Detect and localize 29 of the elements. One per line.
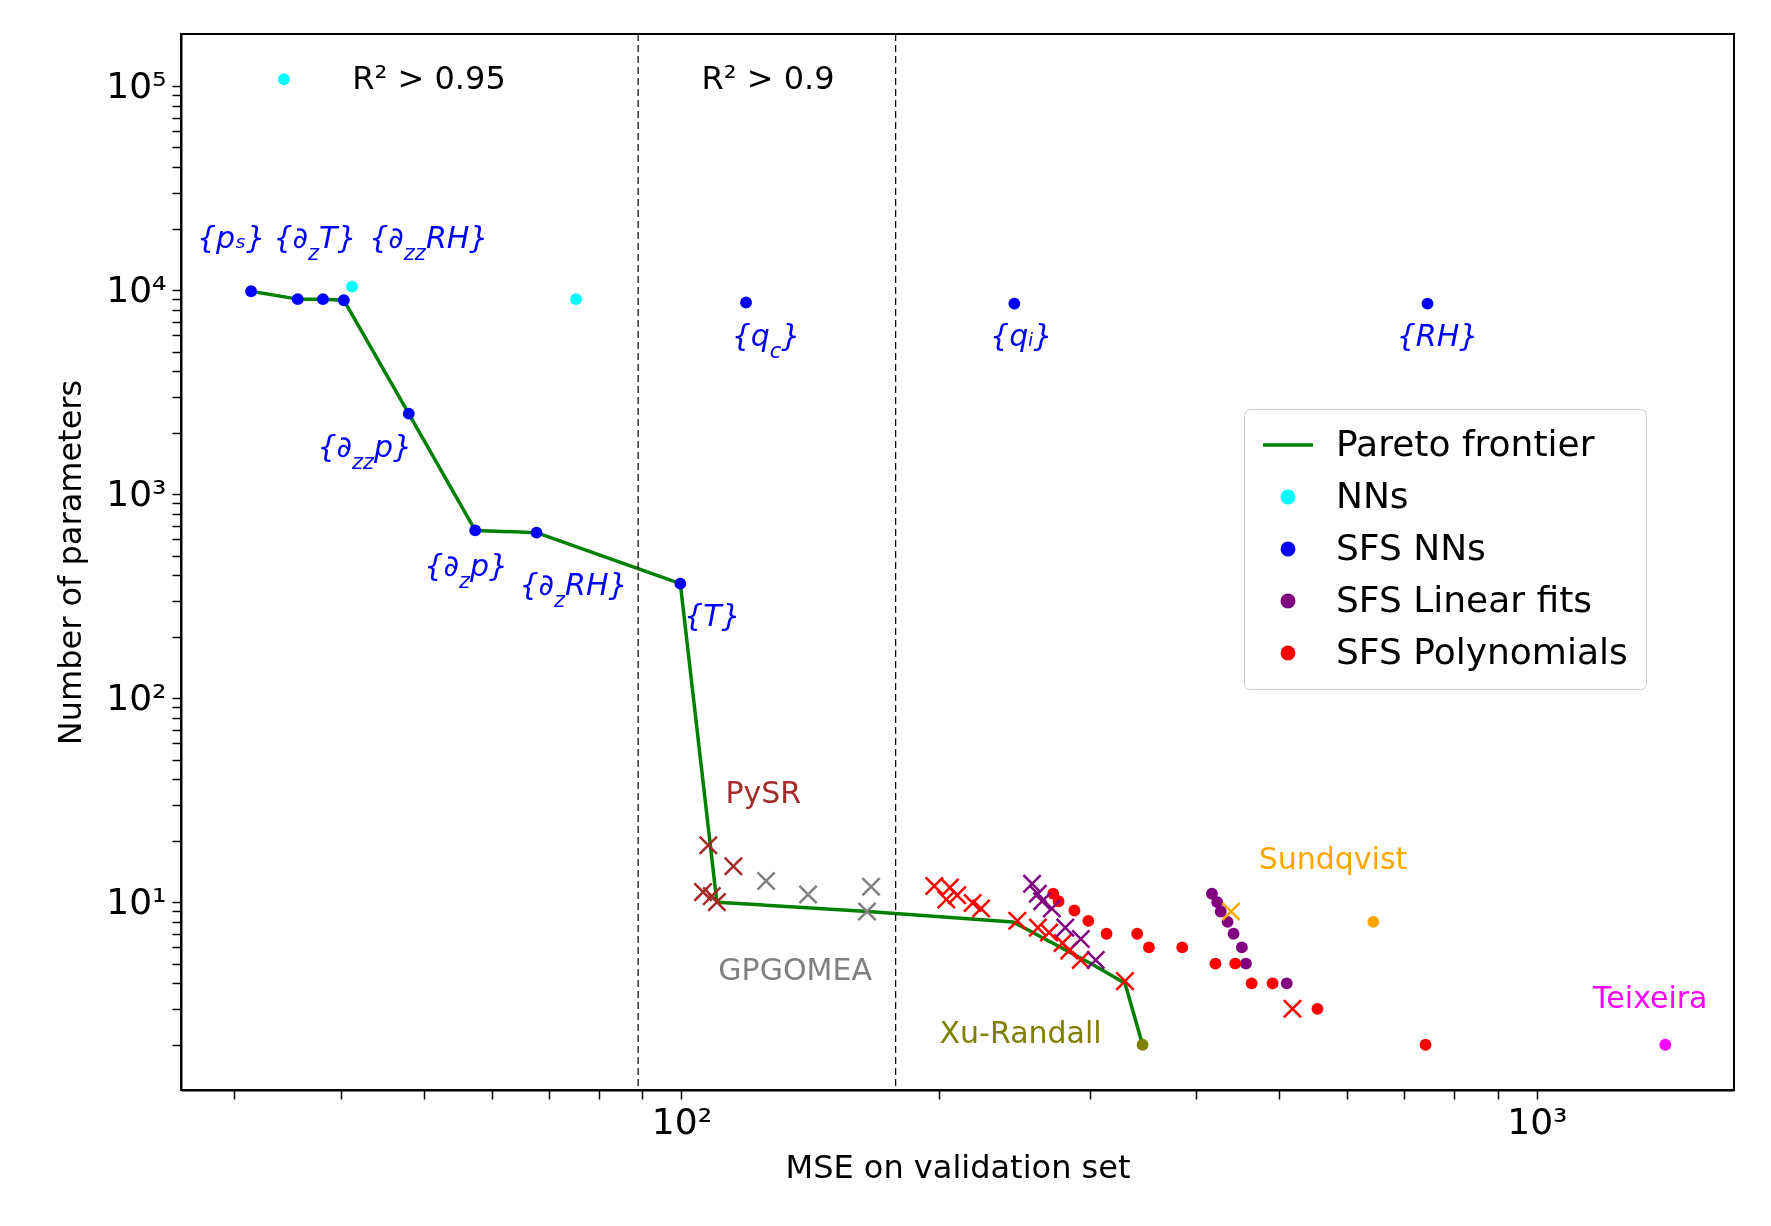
legend-label: SFS Linear fits bbox=[1336, 579, 1593, 620]
annotation: R² > 0.9 bbox=[701, 59, 835, 97]
data-label: {∂$_{z}$RH} bbox=[519, 566, 628, 612]
data-label: {∂$_{z}$p} bbox=[424, 548, 509, 594]
annotation: GPGOMEA bbox=[718, 951, 873, 987]
y-tick-label: 10⁵ bbox=[106, 64, 167, 106]
x-axis-title: MSE on validation set bbox=[785, 1147, 1131, 1186]
legend-label: Pareto frontier bbox=[1336, 423, 1595, 464]
legend-label: SFS NNs bbox=[1336, 527, 1486, 568]
annotation: PySR bbox=[725, 775, 802, 811]
annotation: Xu-Randall bbox=[939, 1014, 1102, 1050]
y-tick-label: 10⁴ bbox=[106, 268, 167, 310]
y-tick-label: 10² bbox=[106, 676, 167, 718]
annotation: Teixeira bbox=[1592, 979, 1708, 1015]
y-tick-label: 10¹ bbox=[106, 880, 167, 922]
data-label: {RH} bbox=[1396, 317, 1479, 353]
data-label: {∂$_{zz}$RH} bbox=[369, 220, 489, 266]
annotation: R² > 0.95 bbox=[352, 59, 506, 97]
data-label: {pₛ} bbox=[196, 220, 266, 256]
data-label: {T} bbox=[684, 597, 741, 633]
data-label: {∂$_{zz}$p} bbox=[317, 428, 413, 474]
y-axis-title: Number of parameters bbox=[51, 379, 90, 746]
data-label: {∂$_{z}$T} bbox=[273, 220, 357, 266]
y-tick-label: 10³ bbox=[106, 472, 167, 514]
annotation: Sundqvist bbox=[1258, 841, 1408, 877]
legend-label: NNs bbox=[1336, 475, 1409, 516]
data-label: {qᵢ} bbox=[990, 317, 1053, 353]
data-label: {q$_{c}$} bbox=[731, 317, 801, 363]
legend-label: SFS Polynomials bbox=[1336, 631, 1628, 672]
